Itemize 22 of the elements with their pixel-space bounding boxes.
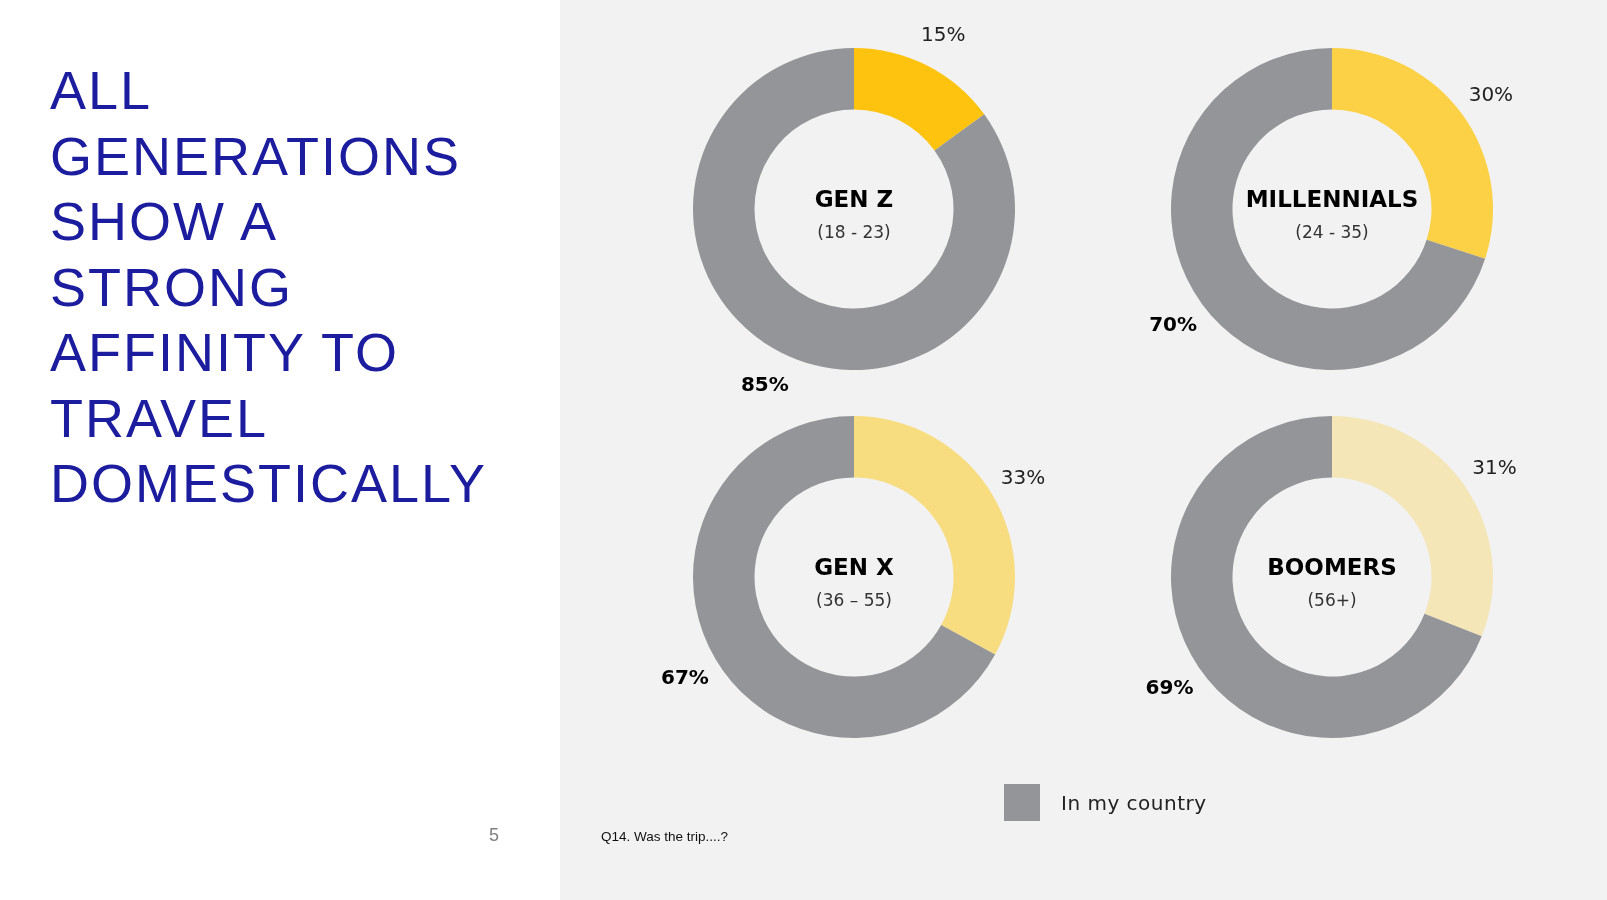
- data-label: 15%: [920, 21, 966, 46]
- donut-slice: [693, 48, 1015, 370]
- text: (36 – 55): [816, 590, 892, 610]
- text: (24 - 35): [1295, 222, 1369, 242]
- text: (56+): [1307, 590, 1357, 610]
- legend-label: In my country: [1061, 791, 1207, 815]
- data-label: 85%: [740, 372, 789, 397]
- data-label: 70%: [1149, 312, 1198, 337]
- text: 5: [488, 825, 500, 845]
- text: BOOMERS: [1267, 554, 1397, 580]
- data-label: 33%: [1000, 465, 1046, 490]
- donut-slice: [854, 48, 985, 151]
- text: GEN X: [814, 554, 895, 580]
- data-label: 67%: [661, 664, 709, 689]
- text: (18 - 23): [817, 222, 891, 242]
- text: MILLENNIALS: [1245, 186, 1419, 212]
- text: GEN Z: [814, 186, 894, 212]
- data-label: 31%: [1472, 454, 1517, 479]
- text: ALL GENERATIONS SHOW A STRONG AFFINITY TO TRAVEL DOMESTICALLY: [50, 60, 488, 513]
- data-label: 69%: [1145, 675, 1194, 700]
- data-label: 30%: [1468, 81, 1514, 106]
- text: Q14. Was the trip....?: [601, 829, 729, 844]
